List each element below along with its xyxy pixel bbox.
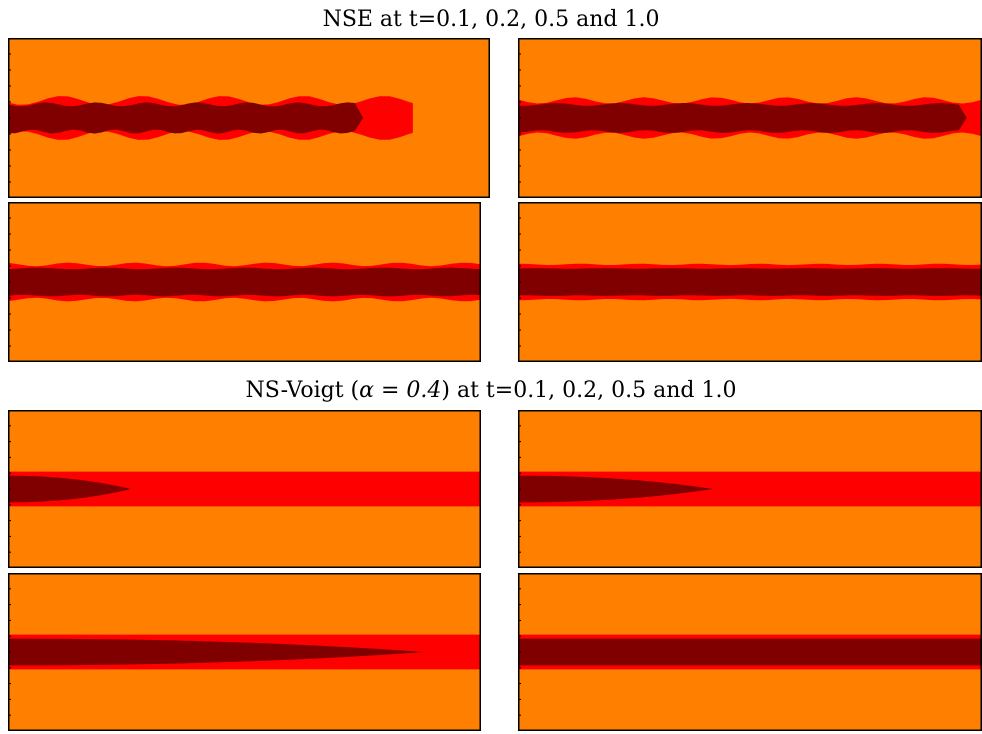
contour-band-top [518,573,982,635]
contour-band-top [518,38,982,104]
nse-panel-t02 [518,38,982,198]
nse-title-text: NSE at t=0.1, 0.2, 0.5 and 1.0 [322,7,660,32]
contour-band-top [8,38,490,105]
core-region [8,475,131,503]
nse-title: NSE at t=0.1, 0.2, 0.5 and 1.0 [0,7,982,33]
contour-band-bottom [518,506,982,568]
voigt-panel-t05 [8,573,481,731]
contour-band-bottom [518,298,982,362]
core-region [518,475,713,503]
contour-band-bottom [8,506,481,568]
core-region [8,267,481,297]
nse-panel-t10 [518,202,982,362]
core-region [518,638,982,666]
voigt-title-suffix: ) at t=0.1, 0.2, 0.5 and 1.0 [441,378,737,403]
voigt-panel-t10 [518,573,982,731]
core-region [8,102,364,134]
orange-region [412,87,490,149]
contour-band-bottom [518,132,982,198]
contour-band-top [8,202,481,267]
voigt-panel-t02 [518,410,982,568]
nse-panel-t01 [8,38,490,198]
core-region [8,638,425,666]
contour-band-top [518,410,982,472]
nse-panel-t05 [8,202,481,362]
contour-band-bottom [8,131,490,198]
contour-band-bottom [8,297,481,362]
voigt-title-prefix: NS-Voigt ( [245,378,360,403]
voigt-title: NS-Voigt (α = 0.4) at t=0.1, 0.2, 0.5 an… [0,378,982,404]
voigt-title-alpha: α = 0.4 [359,378,442,403]
contour-band-bottom [518,669,982,731]
contour-band-top [8,573,481,635]
core-region [518,268,982,296]
contour-band-top [518,202,982,266]
contour-band-top [8,410,481,472]
voigt-panel-t01 [8,410,481,568]
contour-band-bottom [8,669,481,731]
core-region [518,103,967,133]
